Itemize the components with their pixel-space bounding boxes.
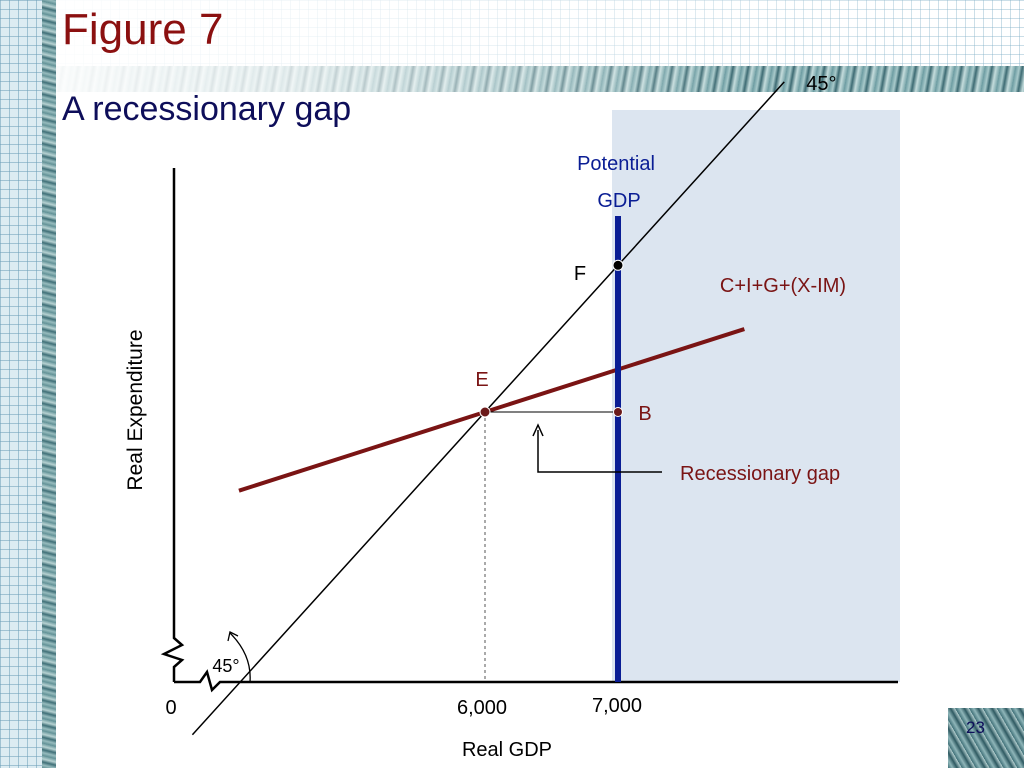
point-b: [613, 407, 623, 417]
header-fade: [56, 0, 1024, 66]
recessionary-gap-label: Recessionary gap: [680, 463, 840, 485]
slide-subtitle: A recessionary gap: [62, 90, 352, 128]
recessionary-gap-arrow: [537, 430, 662, 473]
x-axis: [174, 669, 898, 693]
corner-marble-decoration: [948, 708, 1024, 768]
x-tick-label-2: 7,000: [592, 695, 642, 717]
point-b-label: B: [638, 403, 651, 425]
aggregate-demand-label: C+I+G+(X-IM): [720, 275, 846, 297]
potential-gdp-label-line1: Potential: [577, 153, 655, 175]
point-f-label: F: [574, 263, 586, 285]
origin-angle-arc: [229, 632, 251, 683]
x-tick-label-1: 6,000: [457, 697, 507, 719]
side-marble-decoration: [42, 0, 56, 768]
y-axis-label: Real Expenditure: [124, 329, 147, 490]
origin-angle-label: 45°: [212, 656, 239, 676]
side-grid-decoration: [0, 0, 42, 768]
potential-gdp-label-line2: GDP: [597, 190, 640, 212]
point-f: [612, 259, 624, 271]
aggregate-demand-line: [238, 327, 745, 493]
slide-number: 23: [966, 718, 985, 737]
point-e: [479, 406, 491, 418]
y-axis: [160, 168, 185, 682]
origin-angle-arrowhead: [227, 631, 239, 642]
x-axis-label: Real GDP: [462, 739, 552, 761]
recessionary-gap-arrowhead: [532, 423, 544, 437]
point-e-label: E: [475, 369, 488, 391]
header-marble-fade: [56, 66, 1024, 92]
x-tick-label-0: 0: [165, 697, 176, 719]
slide-title: Figure 7: [62, 5, 224, 54]
forty-five-degree-label: 45°: [806, 73, 836, 95]
shaded-region: [612, 110, 900, 682]
